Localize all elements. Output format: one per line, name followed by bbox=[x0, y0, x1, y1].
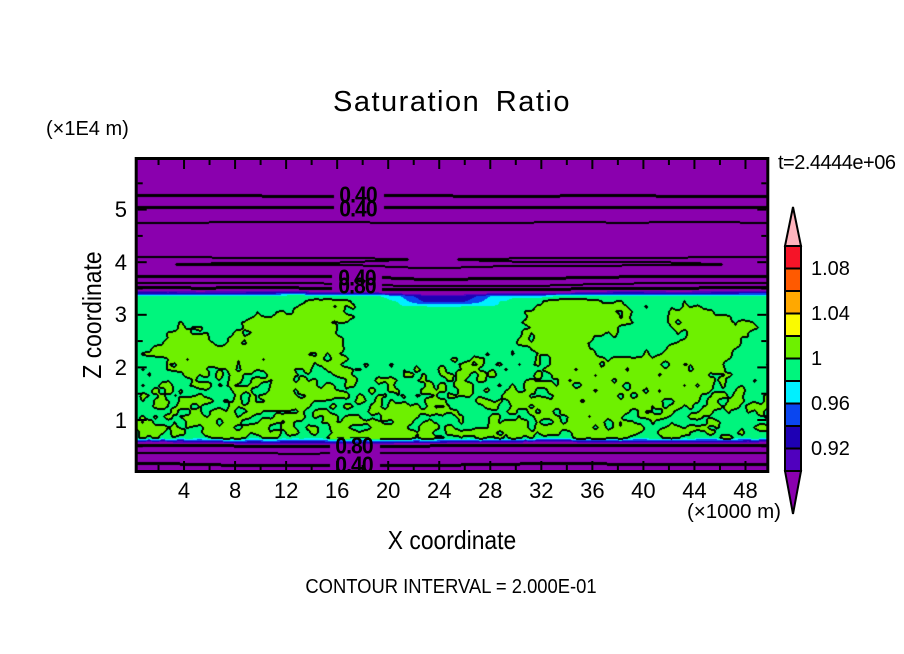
y-axis-unit-label: (×1E4 m) bbox=[46, 118, 129, 140]
x-tick-label: 12 bbox=[273, 478, 299, 503]
y-tick-label: 5 bbox=[114, 197, 127, 223]
x-tick-label: 36 bbox=[580, 478, 605, 503]
x-tick-label: 44 bbox=[682, 478, 707, 503]
contour-line-label: 0.40 bbox=[339, 181, 377, 208]
contour-line-label: 0.80 bbox=[338, 272, 376, 299]
colorbar-label: 1 bbox=[811, 347, 823, 370]
contour-line-label: 0.40 bbox=[339, 195, 377, 222]
contour-line-label: 0.40 bbox=[335, 451, 374, 478]
x-tick-label: 48 bbox=[733, 478, 758, 503]
x-tick-label: 32 bbox=[529, 478, 554, 503]
x-tick-label: 4 bbox=[177, 478, 191, 503]
contour-line-label: 0.40 bbox=[338, 264, 376, 291]
time-annotation: t=2.4444e+06 bbox=[778, 152, 896, 174]
plot-title: Saturation Ratio bbox=[333, 86, 571, 118]
x-tick-label: 8 bbox=[228, 478, 242, 503]
x-tick-label: 28 bbox=[478, 478, 503, 503]
x-tick-label: 20 bbox=[375, 478, 401, 503]
x-tick-label: 24 bbox=[426, 478, 452, 503]
colorbar-label: 0.92 bbox=[811, 437, 850, 460]
x-axis-unit-label: (×1000 m) bbox=[686, 500, 781, 523]
colorbar-label: 0.96 bbox=[811, 392, 850, 415]
y-tick-label: 1 bbox=[114, 407, 127, 433]
y-axis-title: Z coordinate bbox=[77, 251, 107, 379]
contour-line-label: 0.80 bbox=[335, 432, 374, 459]
x-axis-title: X coordinate bbox=[387, 525, 517, 555]
y-tick-label: 3 bbox=[114, 302, 127, 328]
x-tick-label: 16 bbox=[324, 478, 350, 503]
colorbar-label: 1.08 bbox=[811, 257, 850, 280]
contour-plot-canvas bbox=[136, 159, 768, 470]
colorbar-label: 1.04 bbox=[811, 302, 850, 325]
x-tick-label: 40 bbox=[631, 478, 656, 503]
y-tick-label: 2 bbox=[114, 354, 127, 380]
contour-interval-note: CONTOUR INTERVAL = 2.000E-01 bbox=[305, 576, 597, 598]
y-tick-label: 4 bbox=[114, 249, 127, 275]
